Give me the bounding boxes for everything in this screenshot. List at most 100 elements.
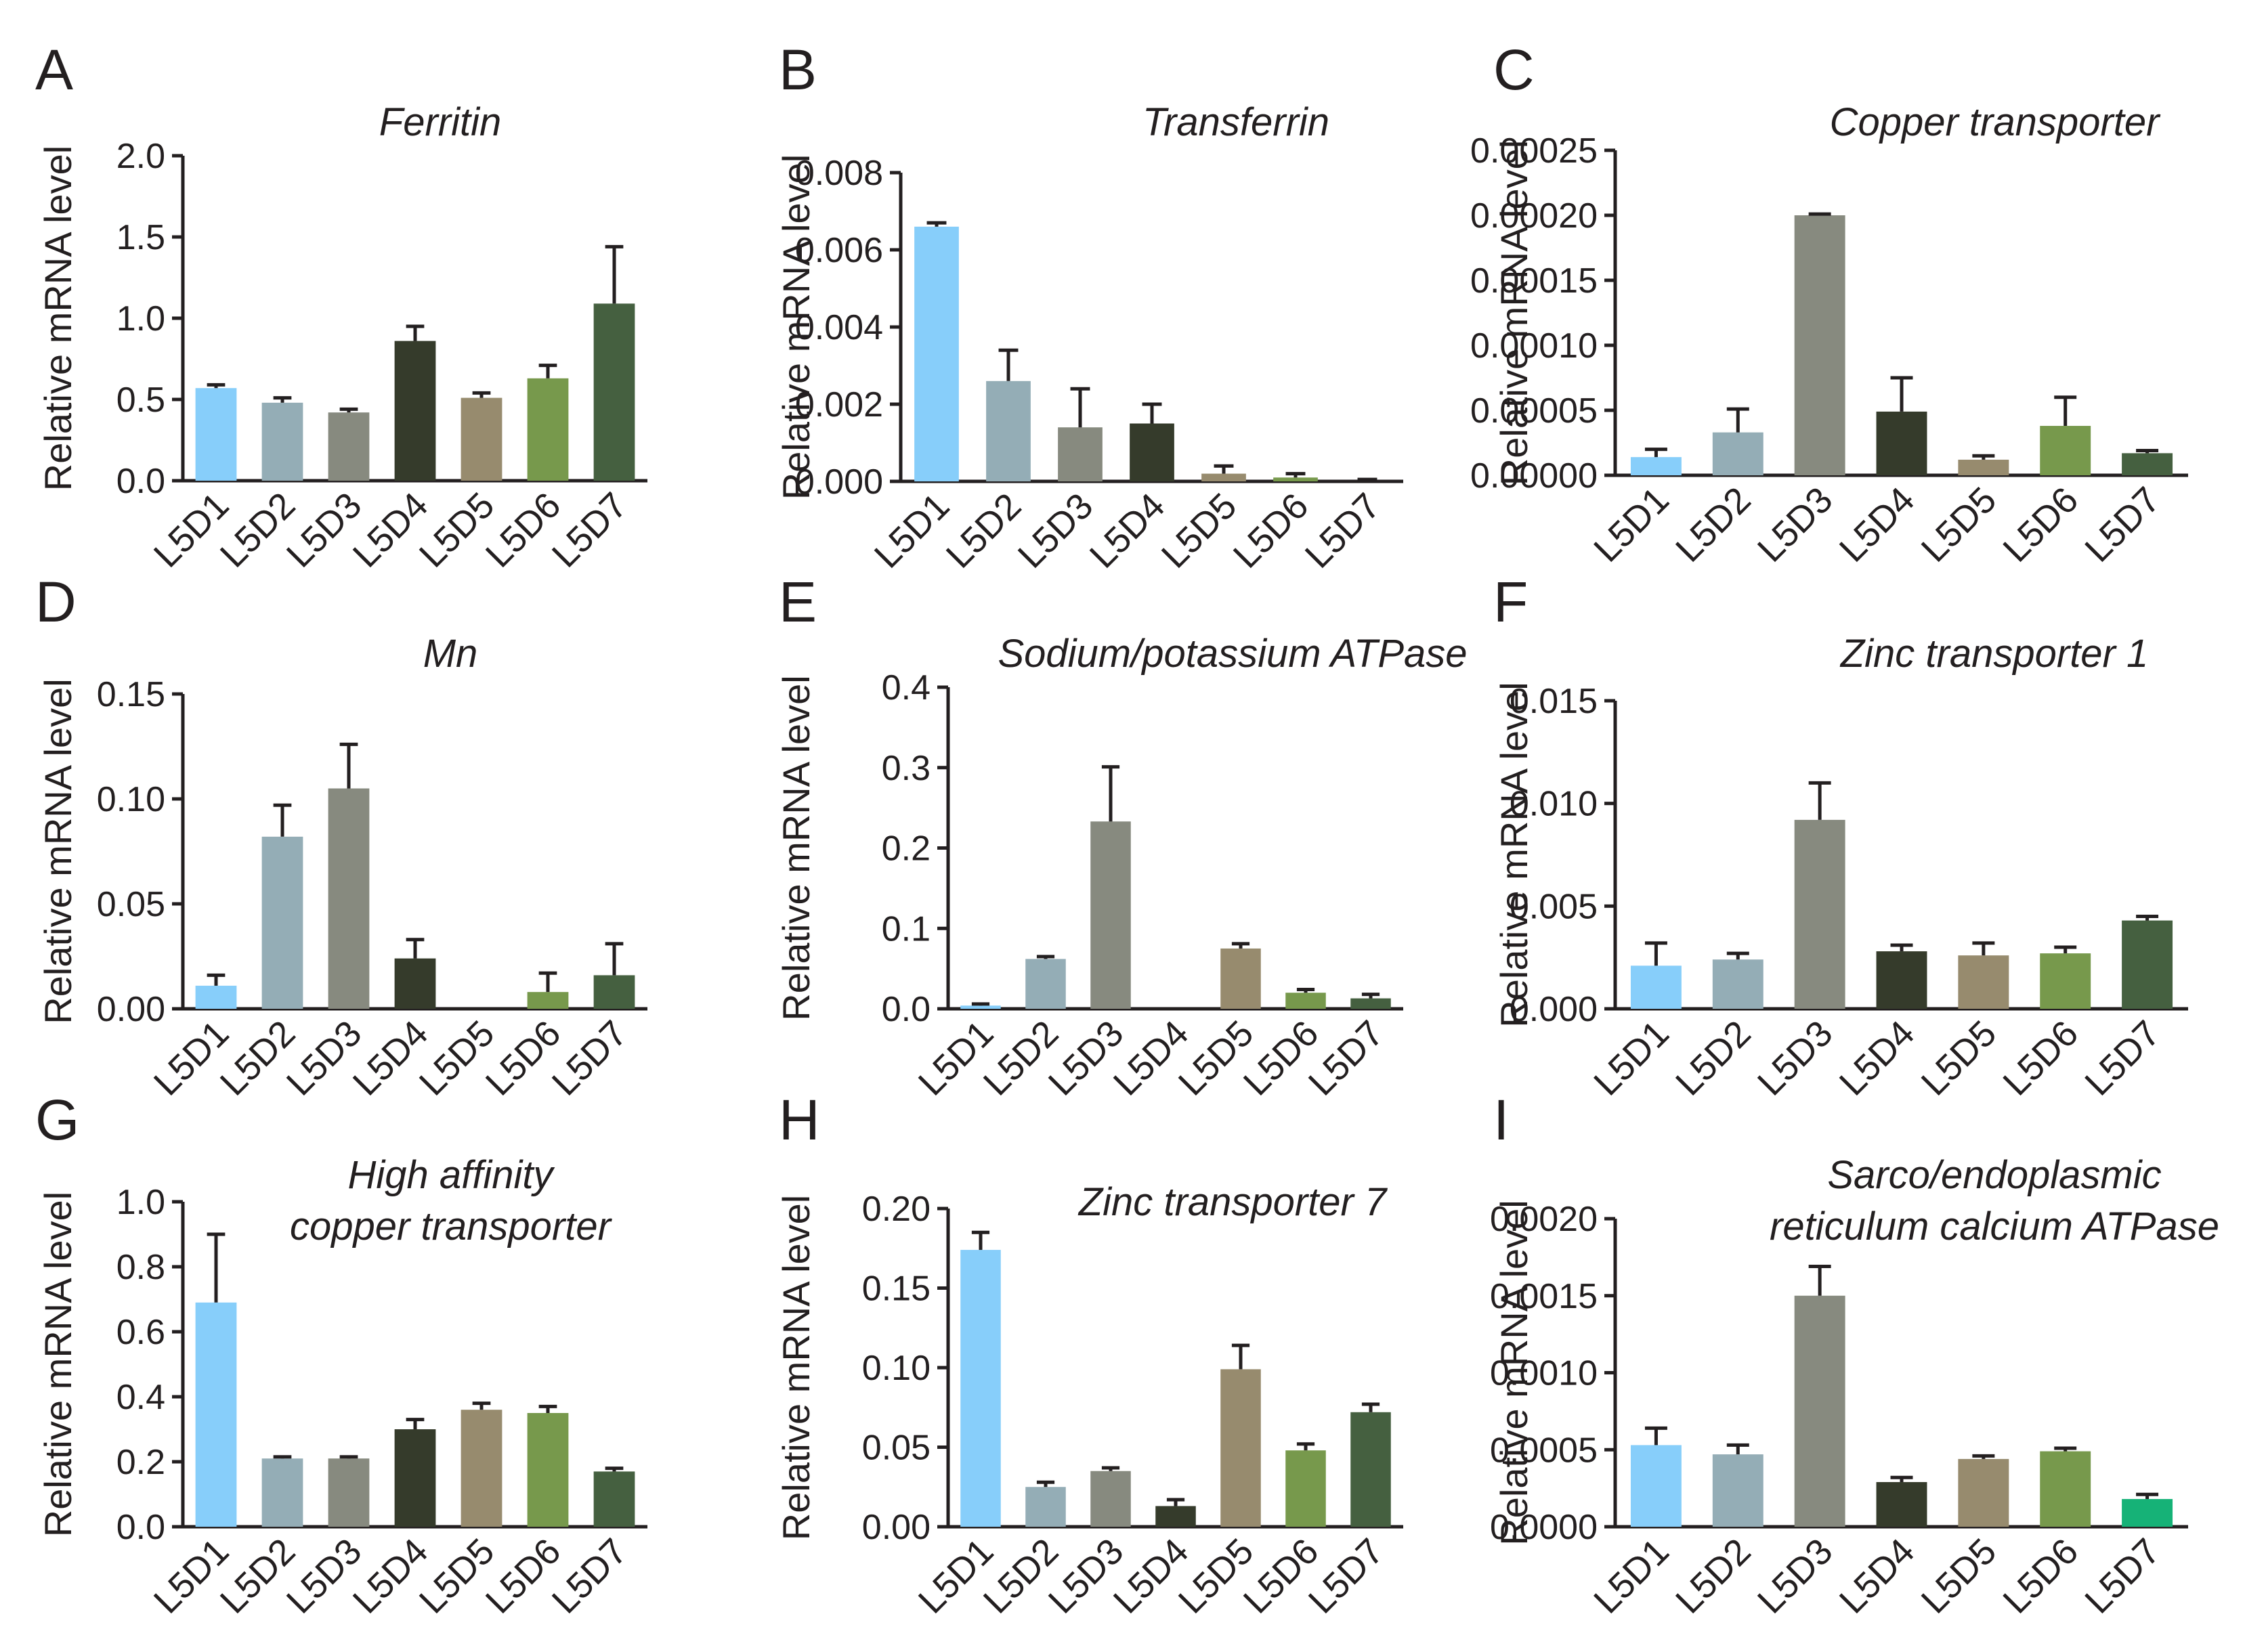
x-tick-label: L5D7 <box>544 485 635 575</box>
x-tick-label: L5D1 <box>1586 1013 1677 1104</box>
chart-title: High affinity <box>347 1153 555 1197</box>
y-axis-label: Relative mRNA level <box>775 154 817 500</box>
x-tick-label: L5D4 <box>345 1013 436 1104</box>
bar-l5d4 <box>394 958 436 1009</box>
bar-l5d6 <box>527 1413 569 1527</box>
panel-letter: F <box>1493 570 1528 634</box>
bar-l5d2 <box>1025 959 1066 1009</box>
y-tick-label: 0.4 <box>116 1378 165 1417</box>
y-axis-label: Relative mRNA level <box>775 675 817 1020</box>
chart-title: Mn <box>423 632 478 676</box>
bar-l5d3 <box>328 788 370 1009</box>
x-tick-label: L5D2 <box>1668 479 1759 570</box>
y-tick-label: 0.0020 <box>1490 1200 1598 1239</box>
panel-letter: I <box>1493 1088 1509 1152</box>
bar-l5d1 <box>195 388 237 481</box>
bar-l5d5 <box>1958 459 2009 475</box>
panel-letter: B <box>779 38 817 102</box>
y-tick-label: 0.3 <box>882 749 931 788</box>
bar-l5d3 <box>1794 819 1845 1009</box>
x-tick-label: L5D5 <box>1914 479 2005 570</box>
bar-l5d4 <box>1876 951 1927 1009</box>
bar-l5d1 <box>1630 457 1682 475</box>
y-tick-label: 0.0 <box>882 990 931 1029</box>
x-tick-label: L5D7 <box>2077 479 2168 570</box>
x-tick-label: L5D7 <box>1301 1531 1392 1622</box>
bar-l5d7 <box>593 303 635 481</box>
bar-l5d2 <box>1712 432 1763 475</box>
y-tick-label: 0.015 <box>1510 682 1598 721</box>
x-tick-label: L5D5 <box>1171 1013 1262 1104</box>
y-tick-label: 1.5 <box>116 218 165 257</box>
bar-l5d2 <box>261 1458 303 1527</box>
y-axis-label: Relative mRNA level <box>1493 1200 1535 1545</box>
chart-title: Sodium/potassium ATPase <box>998 632 1467 676</box>
x-tick-label: L5D5 <box>1914 1531 2005 1622</box>
x-tick-label: L5D7 <box>544 1531 635 1622</box>
panel-letter: G <box>35 1088 79 1152</box>
bar-l5d1 <box>960 1005 1001 1009</box>
y-tick-label: 0.1 <box>882 909 931 949</box>
y-tick-label: 0.00 <box>862 1508 931 1547</box>
bar-l5d2 <box>1025 1487 1066 1527</box>
bar-l5d3 <box>328 412 370 481</box>
y-axis-label: Relative mRNA level <box>37 1192 79 1537</box>
bar-l5d7 <box>2122 1499 2173 1527</box>
y-tick-label: 0.004 <box>795 308 883 347</box>
bar-l5d7 <box>593 975 635 1009</box>
y-axis-label: Relative mRNA level <box>37 678 79 1024</box>
bar-l5d6 <box>527 992 569 1009</box>
chart-title: reticulum calcium ATPase <box>1770 1204 2219 1248</box>
panel-c: C Copper transporter Relative mRNA level0.… <box>1470 38 2188 570</box>
y-tick-label: 0.0 <box>116 462 165 501</box>
y-tick-label: 0.00 <box>97 990 165 1029</box>
y-tick-label: 0.010 <box>1510 785 1598 824</box>
y-tick-label: 0.00010 <box>1470 326 1598 366</box>
x-tick-label: L5D1 <box>1586 479 1677 570</box>
x-tick-label: L5D6 <box>1236 1013 1327 1104</box>
y-tick-label: 0.0015 <box>1490 1277 1598 1316</box>
x-tick-label: L5D2 <box>213 485 303 575</box>
bar-l5d7 <box>1350 1412 1391 1527</box>
x-tick-label: L5D5 <box>1154 485 1245 576</box>
y-tick-label: 0.000 <box>795 462 883 502</box>
x-tick-label: L5D4 <box>1832 1531 1923 1622</box>
y-tick-label: 0.00000 <box>1470 456 1598 496</box>
x-tick-label: L5D7 <box>1298 485 1388 576</box>
bar-l5d6 <box>1273 477 1318 481</box>
bar-l5d7 <box>2122 453 2173 475</box>
y-tick-label: 0.0 <box>116 1508 165 1547</box>
x-tick-label: L5D2 <box>1668 1013 1759 1104</box>
y-tick-label: 1.0 <box>116 299 165 339</box>
y-tick-label: 0.15 <box>862 1269 931 1309</box>
bar-l5d2 <box>986 381 1031 481</box>
bar-l5d1 <box>1630 965 1682 1009</box>
bar-l5d4 <box>394 1429 436 1527</box>
y-tick-label: 1.0 <box>116 1183 165 1222</box>
x-tick-label: L5D3 <box>1041 1013 1132 1104</box>
bar-l5d7 <box>1350 998 1391 1009</box>
y-tick-label: 0.10 <box>97 780 165 819</box>
x-tick-label: L5D3 <box>1750 479 1841 570</box>
x-tick-label: L5D6 <box>1995 1531 2086 1622</box>
x-tick-label: L5D2 <box>1668 1531 1759 1622</box>
x-tick-label: L5D5 <box>412 1013 503 1104</box>
panel-d: D Mn Relative mRNA level 0.00 0.05 0.10 0.15 L5… <box>35 570 647 1104</box>
x-tick-label: L5D4 <box>1832 1013 1923 1104</box>
chart-title: Ferritin <box>379 100 501 144</box>
y-tick-label: 0.002 <box>795 385 883 425</box>
y-axis-label: Relative mRNA level <box>775 1195 817 1540</box>
bar-l5d5 <box>1220 948 1261 1009</box>
y-tick-label: 0.00025 <box>1470 131 1598 171</box>
x-tick-label: L5D7 <box>2077 1531 2168 1622</box>
bar-l5d5 <box>1958 1458 2009 1527</box>
bar-l5d2 <box>261 836 303 1009</box>
bar-l5d6 <box>2040 426 2091 475</box>
panel-h: H Zinc transporter 7 Relative mRNA level 0.… <box>775 1088 1403 1622</box>
panel-e: E Sodium/potassium ATPase Relative mRNA le… <box>775 570 1468 1104</box>
y-tick-label: 0.4 <box>882 668 931 708</box>
bar-l5d6 <box>1285 1450 1326 1527</box>
bar-l5d3 <box>1090 1471 1131 1527</box>
